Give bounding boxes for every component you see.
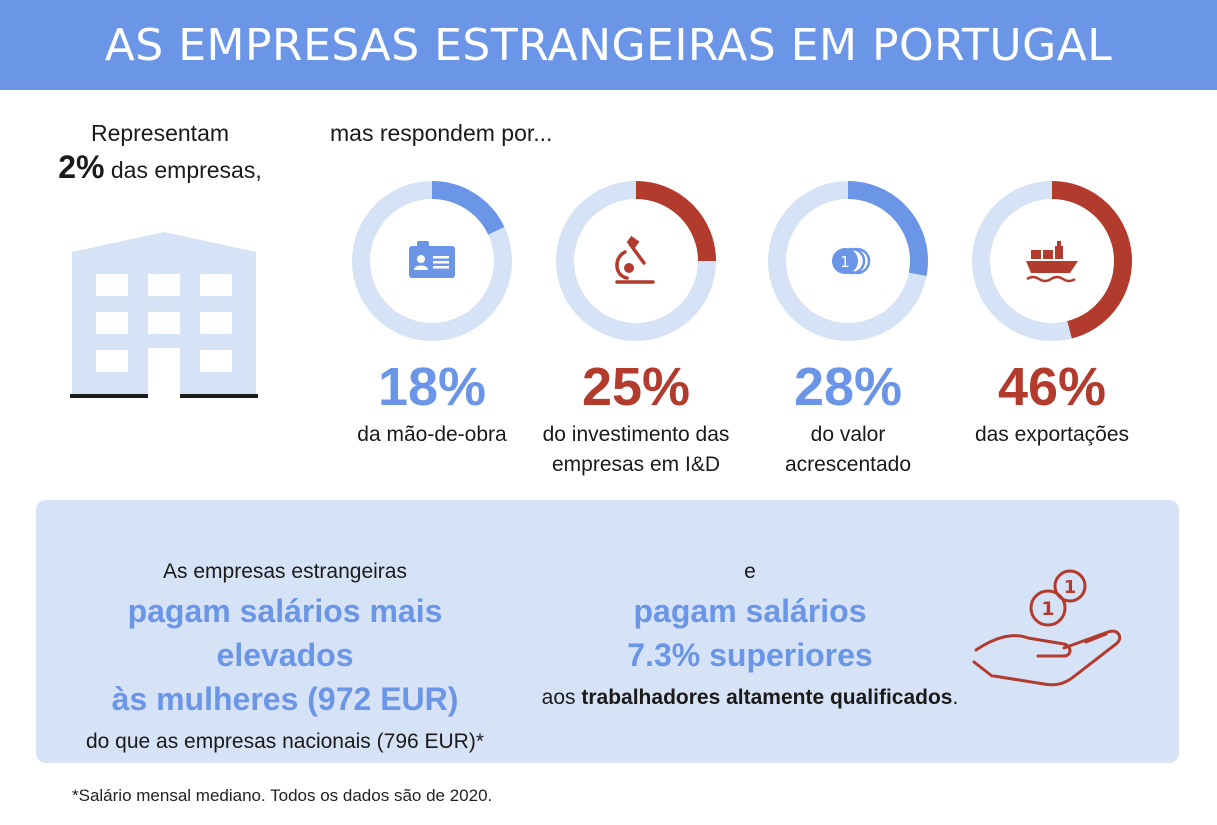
donut-segment-3 [972, 181, 1132, 341]
stat-value-0: 18% [377, 357, 487, 417]
salary-women-highlight-1: pagam salários mais elevados [127, 593, 443, 673]
microscope-icon [615, 235, 655, 284]
coins-icon: 1 [832, 247, 871, 275]
intro-text: mas respondem por... [330, 120, 553, 146]
stat-value-2: 28% [793, 357, 903, 417]
salary-panel [36, 500, 1179, 763]
footnote: *Salário mensal mediano. Todos os dados … [72, 786, 493, 805]
stat-caption-line: da mão-de-obra [357, 423, 507, 446]
donut-segment-0 [352, 181, 512, 341]
company-share-line2: 2% das empresas, [40, 150, 280, 187]
donut-1 [556, 181, 716, 341]
stat-caption-line: das exportações [974, 423, 1130, 446]
salary-qualified: e pagam salários 7.3% superiores aos tra… [540, 557, 960, 713]
cargo-ship-icon [1026, 241, 1078, 283]
salary-qualified-bold: trabalhadores altamente qualificados [581, 686, 953, 709]
salary-qualified-highlight-2: 7.3% superiores [627, 637, 873, 673]
stat-1: 25% do investimento das empresas em I&D [526, 180, 746, 480]
salary-qualified-suffix: . [952, 686, 959, 709]
id-card-icon [409, 241, 455, 278]
building-icon [70, 232, 258, 398]
svg-text:1: 1 [840, 253, 850, 271]
stat-caption-line: acrescentado [784, 453, 912, 476]
salary-women-highlight-2: às mulheres (972 EUR) [111, 681, 459, 717]
salary-qualified-prefix: aos [541, 686, 576, 709]
company-share-line1: Representam [90, 120, 230, 146]
donut-segment-2 [768, 181, 928, 341]
stat-caption-3: das exportações [942, 420, 1162, 450]
company-share: Representam 2% das empresas, [40, 118, 280, 187]
stat-caption-line: do valor [810, 423, 886, 446]
salary-women-highlight: pagam salários mais elevados às mulheres… [60, 589, 510, 721]
salary-women-line3: do que as empresas nacionais (796 EUR)* [85, 730, 485, 753]
stat-value-1: 25% [581, 357, 691, 417]
salary-women: As empresas estrangeiras pagam salários … [60, 557, 510, 757]
salary-women-line1: As empresas estrangeiras [163, 560, 407, 583]
page-title: AS EMPRESAS ESTRANGEIRAS EM PORTUGAL [104, 19, 1113, 71]
svg-text:1: 1 [1064, 577, 1077, 598]
title-banner: AS EMPRESAS ESTRANGEIRAS EM PORTUGAL [0, 0, 1217, 90]
stat-caption-0: da mão-de-obra [322, 420, 542, 450]
donut-2: 1 [768, 181, 928, 341]
svg-text:1: 1 [1041, 598, 1054, 620]
hand-coins-icon: 1 1 [972, 569, 1122, 687]
stat-caption-line: do investimento das [542, 423, 730, 446]
donut-segment-1 [556, 181, 716, 341]
stat-3: 46% das exportações [942, 180, 1162, 450]
stat-0: 18% da mão-de-obra [322, 180, 542, 450]
salary-qualified-highlight: pagam salários 7.3% superiores [540, 589, 960, 677]
salary-qualified-line3: aos trabalhadores altamente qualificados… [540, 683, 960, 713]
salary-qualified-line1: e [744, 560, 756, 583]
stat-value-3: 46% [997, 357, 1107, 417]
salary-qualified-highlight-1: pagam salários [633, 593, 867, 629]
company-share-pct: 2% [58, 149, 105, 185]
donut-0 [352, 181, 512, 341]
stat-caption-line: empresas em I&D [551, 453, 721, 476]
stat-caption-2: do valor acrescentado [738, 420, 958, 480]
company-share-suffix: das empresas, [110, 157, 262, 183]
stat-caption-1: do investimento das empresas em I&D [526, 420, 746, 480]
donut-3 [972, 181, 1132, 341]
stat-2: 1 28% do valor acrescentado [738, 180, 958, 480]
